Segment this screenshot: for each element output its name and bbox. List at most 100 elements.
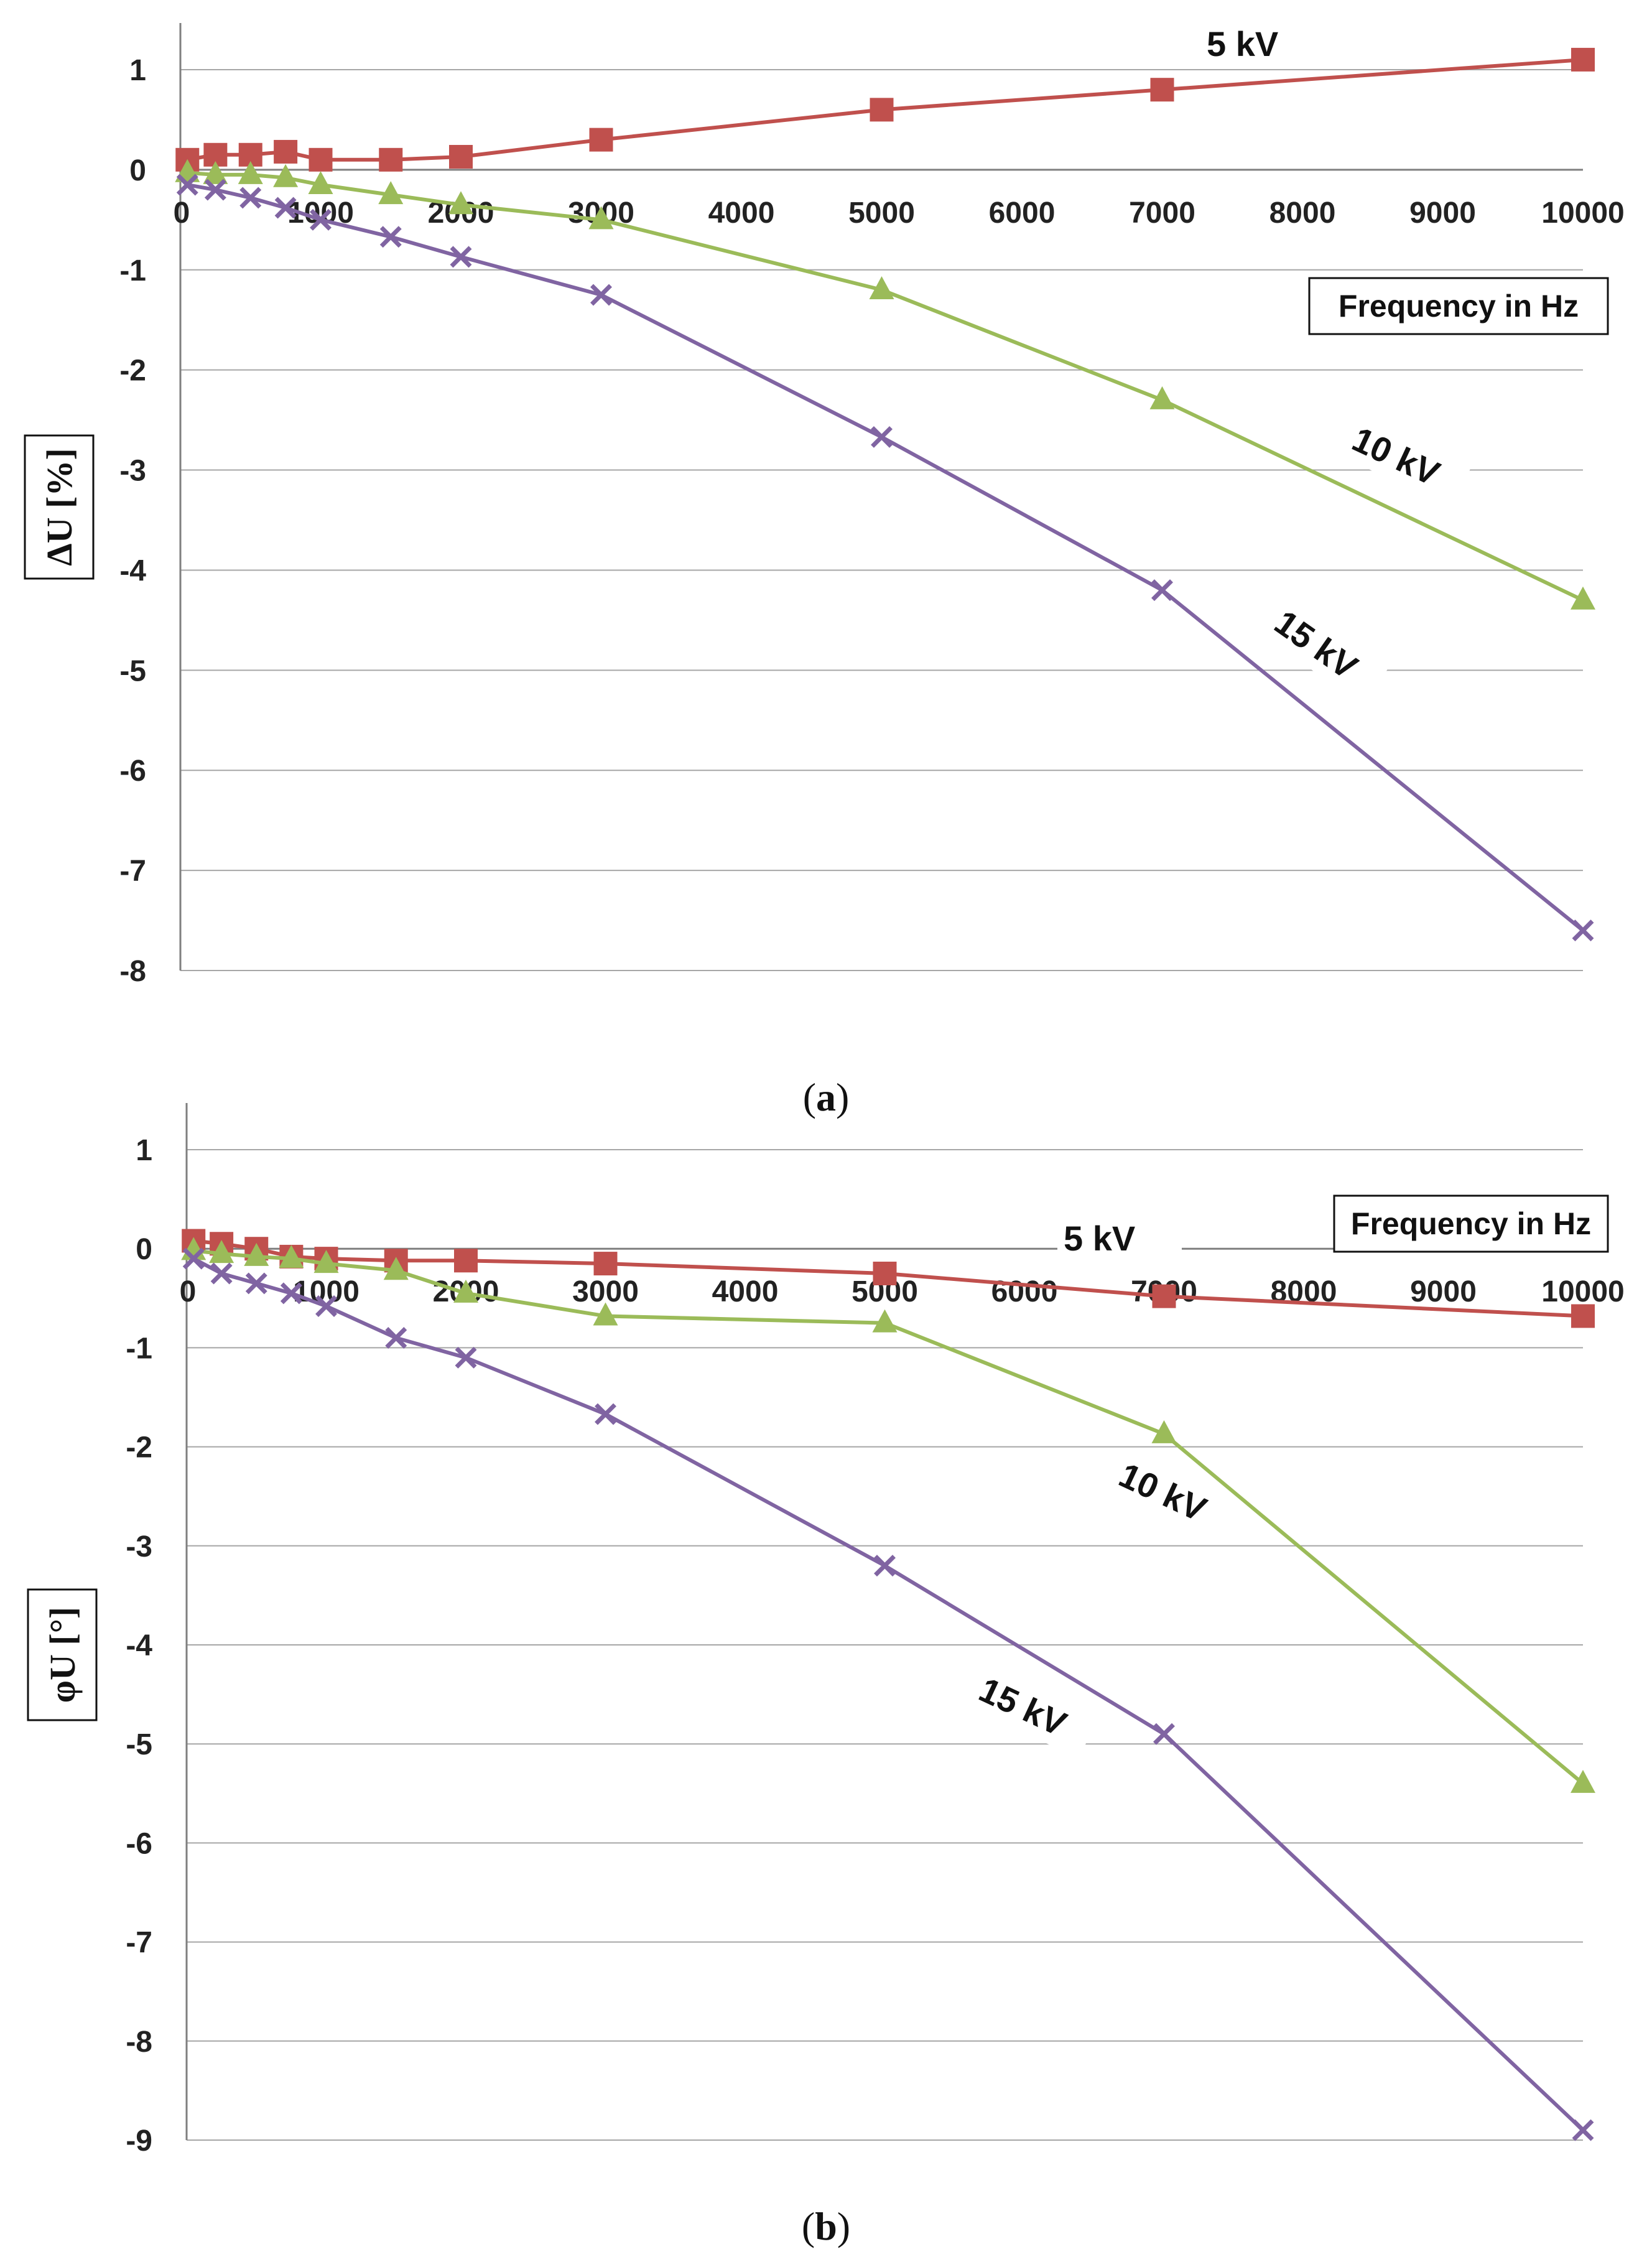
series-label: 5 kV [1207, 24, 1278, 63]
marker-10-kv-5 [378, 181, 404, 205]
series-label-bg [966, 1666, 1098, 1759]
y-tick-label: -2 [119, 355, 146, 388]
marker-5-kv-6 [454, 1249, 478, 1273]
x-tick-label: 9000 [1409, 197, 1476, 230]
marker-15-kv-0 [182, 1247, 205, 1270]
marker-10-kv-2 [238, 161, 263, 184]
series-line-15-kv [192, 1257, 1585, 2132]
marker-15-kv-3 [274, 197, 297, 219]
y-tick-label: -8 [126, 2026, 152, 2059]
x-tick-label: 10000 [1541, 1275, 1624, 1308]
marker-10-kv-6 [453, 1279, 478, 1303]
x-tick-label: 10000 [1541, 197, 1624, 230]
marker-15-kv-8 [874, 1555, 896, 1577]
x-tick-label: 6000 [991, 1275, 1058, 1308]
chart-panel-a: 10-1-2-3-4-5-6-7-80100020003000400050006… [24, 23, 1625, 1119]
ylabel-box [27, 1588, 98, 1721]
chart-panel-b: 10-1-2-3-4-5-6-7-8-901000200030004000500… [27, 1103, 1625, 2248]
marker-15-kv-0 [176, 174, 198, 196]
marker-5-kv-10 [1571, 1304, 1595, 1328]
y-tick-label: 0 [136, 1233, 152, 1266]
x-tick-label: 8000 [1269, 197, 1336, 230]
series-label-bg [1200, 24, 1325, 67]
marker-10-kv-4 [308, 171, 333, 195]
x-tick-label: 7000 [1129, 197, 1195, 230]
series-label-group: 10 kV [1106, 1451, 1238, 1544]
marker-10-kv-1 [203, 161, 228, 184]
series-label-bg [1260, 598, 1388, 705]
marker-5-kv-10 [1571, 47, 1595, 72]
marker-10-kv-7 [593, 1302, 618, 1326]
marker-10-kv-3 [279, 1245, 304, 1268]
series-label-group: 15 kV [1260, 598, 1388, 705]
y-tick-label: -7 [119, 855, 146, 888]
marker-15-kv-10 [1572, 919, 1594, 942]
y-tick-label: -3 [126, 1530, 152, 1563]
series-label: 10 kV [1347, 419, 1446, 493]
marker-5-kv-8 [870, 98, 894, 122]
x-tick-label: 0 [180, 1275, 197, 1308]
panel-caption: (a) [803, 1075, 850, 1119]
marker-15-kv-9 [1151, 579, 1173, 602]
marker-15-kv-4 [310, 208, 332, 231]
ylabel-box [24, 434, 95, 580]
y-tick-label: -6 [126, 1827, 152, 1860]
y-tick-label: 1 [136, 1134, 152, 1167]
series-label: 5 kV [1064, 1219, 1135, 1258]
y-tick-label: -3 [119, 455, 146, 488]
marker-15-kv-5 [385, 1327, 407, 1349]
x-tick-label: 5000 [848, 197, 915, 230]
marker-15-kv-3 [280, 1282, 302, 1305]
marker-5-kv-8 [873, 1262, 897, 1285]
marker-10-kv-3 [273, 164, 299, 187]
x-axis-title: Frequency in Hz [1339, 289, 1579, 324]
marker-10-kv-5 [383, 1257, 409, 1280]
series-label: 10 kV [1113, 1455, 1212, 1529]
y-tick-label: -2 [126, 1431, 152, 1464]
panel-caption: (b) [802, 2204, 850, 2248]
marker-5-kv-5 [379, 147, 403, 172]
y-tick-label: -1 [126, 1332, 152, 1365]
series-label-bg [1106, 1451, 1238, 1544]
x-tick-label: 4000 [712, 1275, 779, 1308]
series-label: 15 kV [1268, 602, 1365, 687]
marker-15-kv-1 [210, 1262, 233, 1285]
marker-5-kv-9 [1152, 1284, 1176, 1308]
y-axis-title: ΔU [%] [39, 448, 80, 566]
marker-10-kv-4 [313, 1250, 339, 1273]
x-axis-title: Frequency in Hz [1351, 1206, 1591, 1241]
marker-10-kv-8 [869, 276, 894, 299]
marker-10-kv-9 [1149, 386, 1175, 409]
marker-10-kv-9 [1151, 1420, 1177, 1443]
xlabel-box [1333, 1194, 1609, 1253]
marker-5-kv-7 [593, 1252, 618, 1276]
y-tick-label: 1 [129, 54, 146, 87]
y-tick-label: 0 [129, 154, 146, 187]
marker-15-kv-7 [595, 1403, 616, 1425]
marker-15-kv-8 [871, 426, 893, 448]
marker-5-kv-3 [274, 139, 298, 164]
marker-15-kv-9 [1153, 1723, 1175, 1745]
marker-10-kv-2 [244, 1242, 269, 1266]
marker-10-kv-1 [209, 1240, 234, 1264]
y-tick-label: -8 [119, 955, 146, 988]
y-tick-label: -4 [126, 1629, 152, 1662]
marker-15-kv-7 [590, 284, 612, 306]
y-tick-label: -5 [119, 654, 146, 687]
marker-10-kv-10 [1571, 1769, 1595, 1793]
y-tick-label: -7 [126, 1927, 152, 1960]
y-tick-label: -5 [126, 1728, 152, 1761]
marker-5-kv-7 [589, 128, 613, 152]
marker-5-kv-6 [449, 144, 473, 169]
y-axis-title: φU [°] [42, 1607, 83, 1703]
xlabel-box [1308, 277, 1609, 335]
series-label-group: 5 kV [1200, 24, 1325, 67]
marker-5-kv-9 [1150, 78, 1174, 102]
y-tick-label: -6 [119, 755, 146, 788]
marker-15-kv-6 [455, 1346, 477, 1369]
marker-10-kv-8 [872, 1309, 898, 1333]
marker-10-kv-6 [448, 191, 473, 215]
y-tick-label: -1 [119, 254, 146, 287]
marker-15-kv-5 [379, 226, 402, 248]
